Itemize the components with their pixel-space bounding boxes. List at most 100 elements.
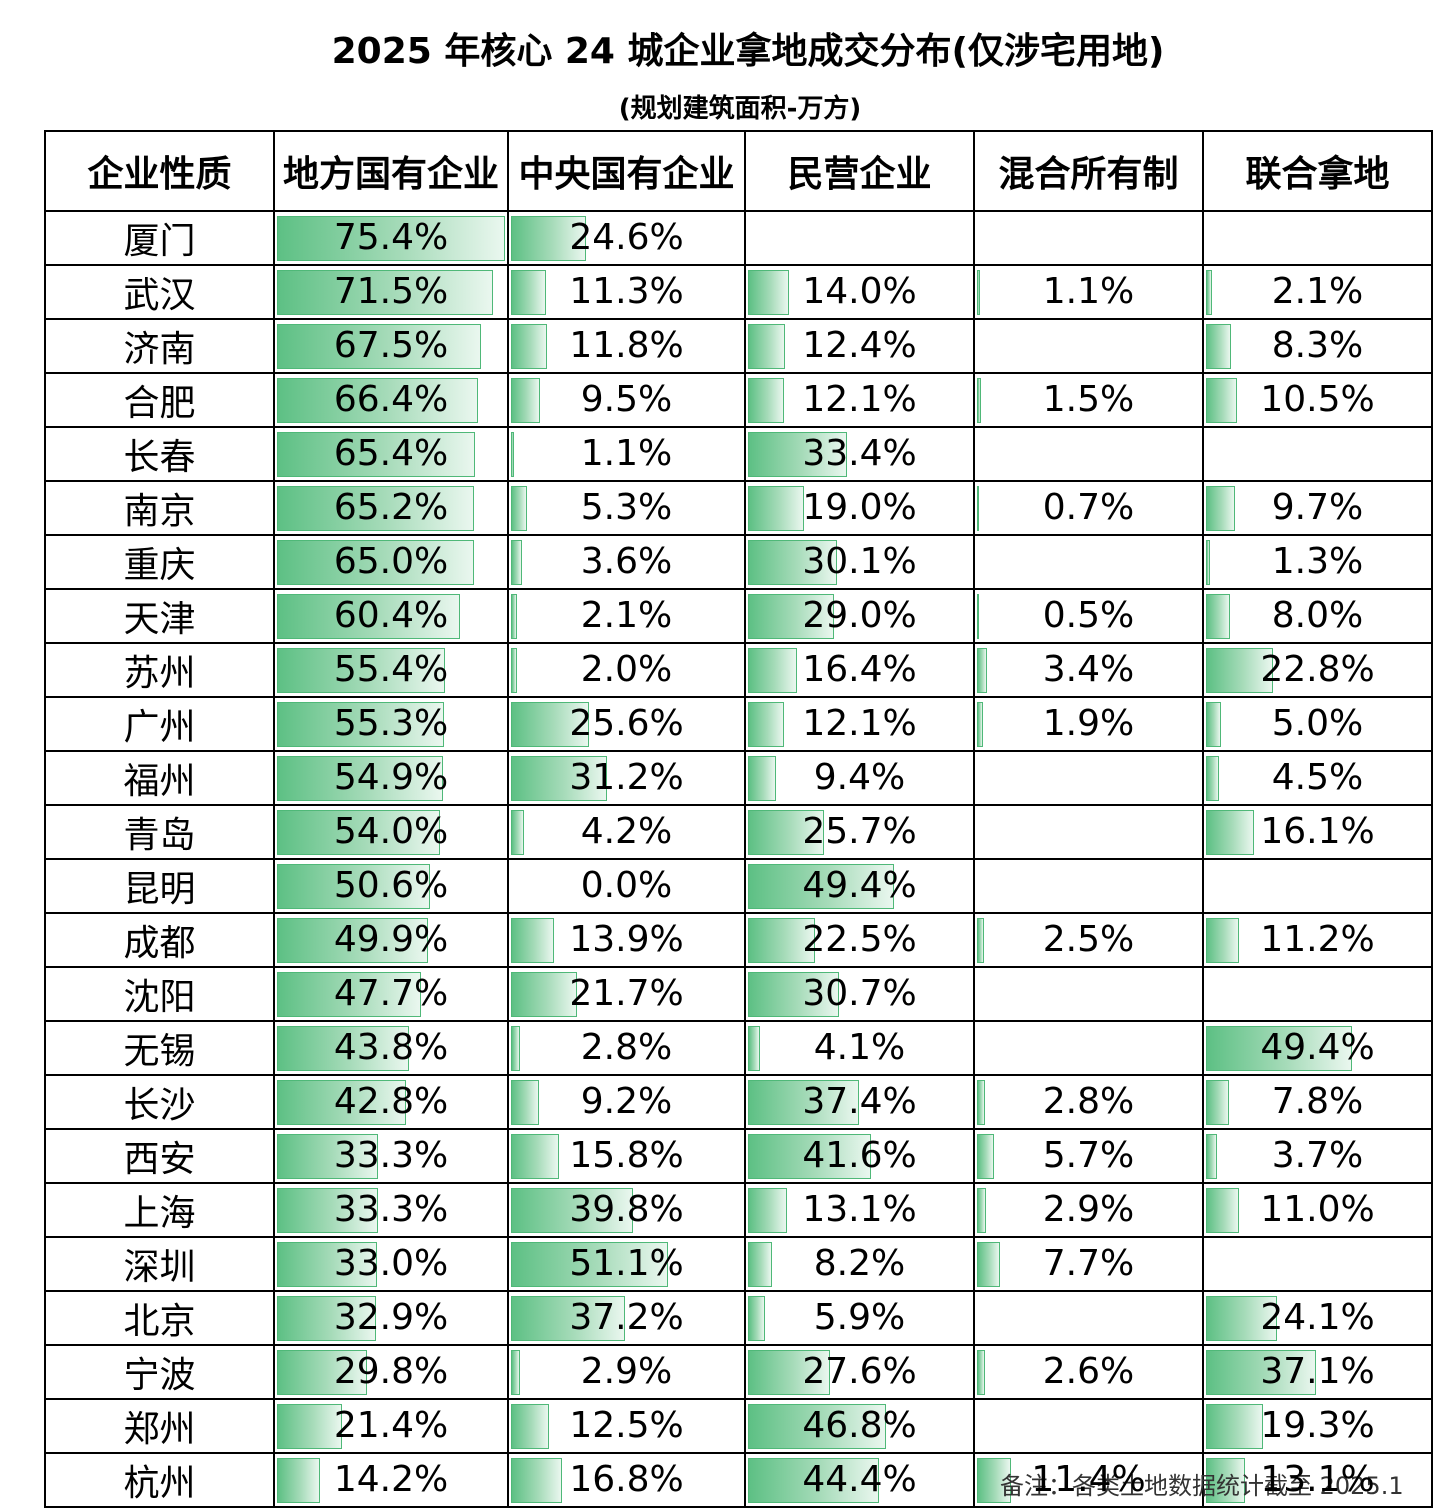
table-row: 长春 65.4% 1.1% 33.4%: [44, 426, 1433, 482]
data-bar: [748, 594, 834, 639]
data-label: 51.1%: [569, 1243, 684, 1284]
data-label: 0.7%: [1042, 487, 1135, 528]
value-cell: 10.5%: [1202, 372, 1433, 428]
data-bar: [748, 324, 785, 369]
value-cell: 2.1%: [1202, 264, 1433, 320]
data-label: 13.1%: [1260, 1459, 1375, 1500]
value-cell: 33.3%: [273, 1128, 509, 1184]
data-bar: [748, 540, 838, 585]
value-cell: 47.7%: [273, 966, 509, 1022]
table-row: 长沙 42.8% 9.2% 37.4% 2.8% 7.8%: [44, 1074, 1433, 1130]
value-cell: [973, 750, 1204, 806]
table-row: 成都 49.9% 13.9% 22.5% 2.5% 11.2%: [44, 912, 1433, 968]
data-table: 企业性质 地方国有企业 中央国有企业 民营企业 混合所有制 联合拿地 厦门 75.4% 24.…: [44, 130, 1433, 1508]
data-bar: [511, 486, 528, 531]
data-bar: [277, 594, 460, 639]
data-bar: [277, 702, 445, 747]
data-bar: [977, 1350, 985, 1395]
city-cell: 青岛: [44, 804, 275, 860]
value-cell: 11.3%: [507, 264, 746, 320]
value-cell: 12.1%: [744, 372, 975, 428]
data-label: 16.1%: [1260, 811, 1375, 852]
data-label: 2.1%: [580, 595, 673, 636]
data-label: 14.0%: [802, 271, 917, 312]
column-header: 民营企业: [744, 130, 975, 212]
data-label: 65.4%: [333, 433, 449, 474]
value-cell: 11.2%: [1202, 912, 1433, 968]
data-bar: [977, 702, 983, 747]
data-bar: [748, 1026, 761, 1071]
data-label: 13.9%: [569, 919, 684, 960]
value-cell: [1202, 1236, 1433, 1292]
value-cell: 49.4%: [744, 858, 975, 914]
data-label: 16.4%: [802, 649, 917, 690]
value-cell: [1202, 426, 1433, 482]
data-bar: [511, 378, 541, 423]
value-cell: 2.6%: [973, 1344, 1204, 1400]
value-cell: [973, 210, 1204, 266]
data-bar: [1206, 648, 1274, 693]
data-bar: [511, 324, 548, 369]
data-bar: [277, 1296, 377, 1341]
value-cell: 12.1%: [744, 696, 975, 752]
data-bar: [277, 486, 475, 531]
value-cell: 46.8%: [744, 1398, 975, 1454]
value-cell: 1.5%: [973, 372, 1204, 428]
city-cell: 成都: [44, 912, 275, 968]
city-cell: 昆明: [44, 858, 275, 914]
data-bar: [511, 1080, 540, 1125]
value-cell: [1202, 210, 1433, 266]
data-label: 37.4%: [802, 1081, 917, 1122]
data-label: 33.3%: [333, 1135, 449, 1176]
data-bar: [1206, 1296, 1278, 1341]
data-label: 25.6%: [569, 703, 684, 744]
value-cell: 21.7%: [507, 966, 746, 1022]
data-label: 4.5%: [1271, 757, 1364, 798]
city-cell: 深圳: [44, 1236, 275, 1292]
data-label: 13.1%: [802, 1189, 917, 1230]
value-cell: 14.0%: [744, 264, 975, 320]
value-cell: 12.5%: [507, 1398, 746, 1454]
data-label: 12.1%: [802, 703, 917, 744]
value-cell: 32.9%: [273, 1290, 509, 1346]
value-cell: 50.6%: [273, 858, 509, 914]
data-bar: [511, 1350, 520, 1395]
data-label: 25.7%: [802, 811, 917, 852]
city-cell: 厦门: [44, 210, 275, 266]
city-cell: 重庆: [44, 534, 275, 590]
data-label: 22.8%: [1260, 649, 1375, 690]
data-bar: [511, 702, 590, 747]
data-label: 27.6%: [802, 1351, 917, 1392]
table-row: 福州 54.9% 31.2% 9.4% 4.5%: [44, 750, 1433, 806]
value-cell: 29.8%: [273, 1344, 509, 1400]
data-bar: [1206, 918, 1240, 963]
value-cell: 16.8%: [507, 1452, 746, 1508]
value-cell: 0.5%: [973, 588, 1204, 644]
city-cell: 武汉: [44, 264, 275, 320]
data-label: 1.1%: [1042, 271, 1135, 312]
value-cell: 27.6%: [744, 1344, 975, 1400]
value-cell: 2.9%: [973, 1182, 1204, 1238]
data-bar: [748, 648, 797, 693]
data-bar: [748, 1296, 766, 1341]
data-bar: [1206, 540, 1210, 585]
data-label: 19.0%: [802, 487, 917, 528]
data-bar: [277, 972, 422, 1017]
value-cell: 39.8%: [507, 1182, 746, 1238]
table-row: 沈阳 47.7% 21.7% 30.7%: [44, 966, 1433, 1022]
value-cell: 4.5%: [1202, 750, 1433, 806]
table-row: 北京 32.9% 37.2% 5.9% 24.1%: [44, 1290, 1433, 1346]
city-cell: 天津: [44, 588, 275, 644]
data-bar: [511, 270, 546, 315]
data-label: 1.5%: [1042, 379, 1135, 420]
data-label: 14.2%: [333, 1459, 449, 1500]
value-cell: 60.4%: [273, 588, 509, 644]
value-cell: 14.2%: [273, 1452, 509, 1508]
value-cell: [973, 858, 1204, 914]
data-label: 0.5%: [1042, 595, 1135, 636]
data-bar: [748, 864, 895, 909]
data-label: 5.0%: [1271, 703, 1364, 744]
data-label: 30.1%: [802, 541, 917, 582]
value-cell: 1.1%: [973, 264, 1204, 320]
data-bar: [511, 1242, 668, 1287]
